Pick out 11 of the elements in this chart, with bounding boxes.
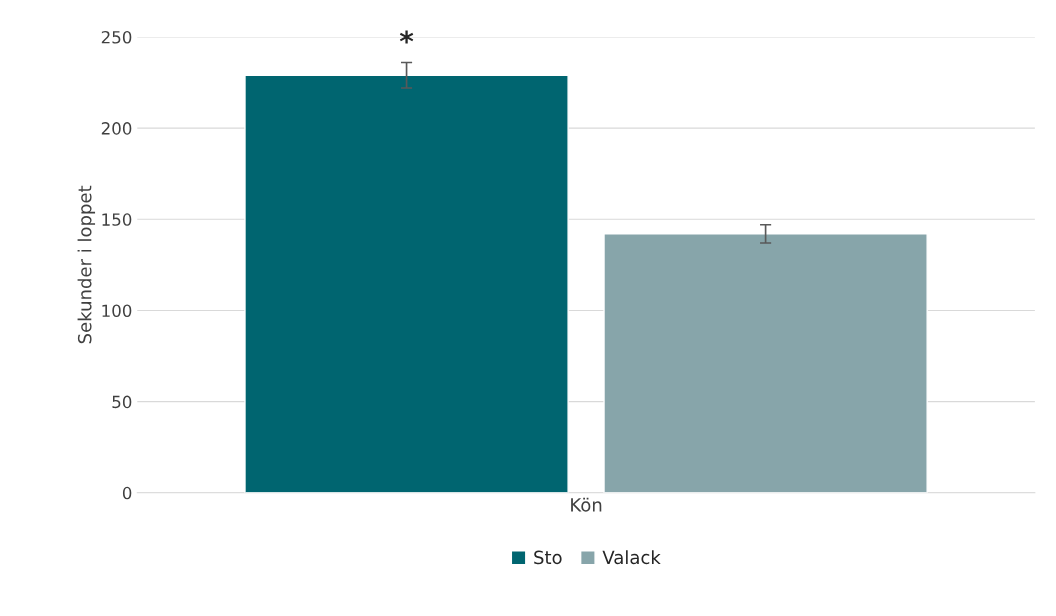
y-tick-label: 250 <box>101 30 132 44</box>
y-tick-label: 100 <box>102 304 132 318</box>
legend-label: Valack <box>602 550 661 565</box>
y-tick-label: 0 <box>122 486 132 500</box>
y-tick-label: 200 <box>101 122 132 135</box>
y-axis-title: Sekunder i loppet <box>77 185 96 344</box>
x-tick-label: Kön <box>571 497 602 512</box>
annotation: * <box>399 30 414 44</box>
y-tick-label: 50 <box>112 395 132 409</box>
y-tick-label: 150 <box>102 213 132 226</box>
legend-label: Sto <box>534 550 562 565</box>
